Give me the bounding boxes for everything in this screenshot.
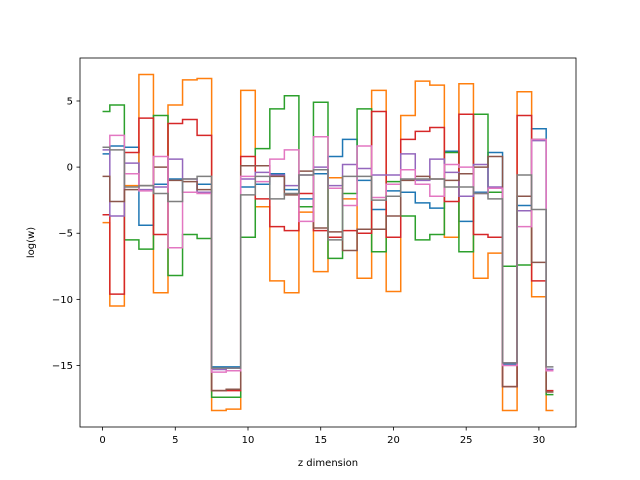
plot-frame [79,57,577,428]
y-tick-label: −15 [52,361,73,372]
y-tick-label: −5 [58,229,73,240]
x-tick-label: 10 [242,435,255,446]
y-tick-label: 5 [67,96,73,107]
y-tick-label: 0 [67,163,73,174]
series-line-7 [102,146,554,369]
y-axis-label: log(w) [26,227,37,258]
y-tick-label: −10 [52,295,73,306]
x-axis: 0 5 10 15 20 25 30 [99,427,545,446]
y-axis: 5 0 −5 −10 −15 [52,96,80,372]
x-axis-label: z dimension [298,458,358,469]
x-tick-label: 20 [387,435,400,446]
x-tick-label: 0 [99,435,105,446]
x-tick-label: 30 [533,435,546,446]
x-tick-label: 25 [460,435,473,446]
series-line-2 [102,94,554,398]
x-tick-label: 15 [314,435,327,446]
x-tick-label: 5 [172,435,178,446]
series-layer [102,73,554,412]
